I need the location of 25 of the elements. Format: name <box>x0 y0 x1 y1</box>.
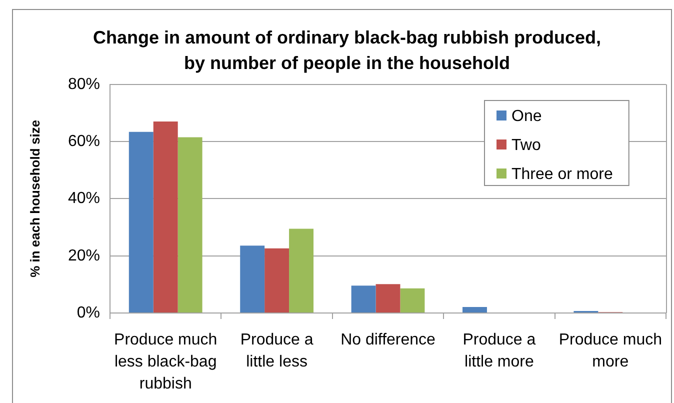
y-tick-label: 0% <box>76 304 100 322</box>
legend-label: Two <box>512 136 541 154</box>
bar <box>128 132 154 312</box>
chart-title: Change in amount of ordinary black-bag rubbish produced, by number of people in the household <box>92 28 602 73</box>
bar <box>376 284 400 312</box>
bar <box>240 246 265 312</box>
x-tick-label: No difference <box>340 331 436 348</box>
y-axis-title: % in each household size <box>27 120 42 278</box>
bar <box>289 228 314 312</box>
bar <box>462 307 487 312</box>
y-tick-label: 60% <box>68 132 100 150</box>
legend-label: Three or more <box>512 166 613 183</box>
y-tick-label: 20% <box>68 247 100 264</box>
bar <box>351 286 376 312</box>
x-tick-label: Produce a little less <box>240 331 314 370</box>
y-tick-label: 80% <box>68 76 100 93</box>
bar <box>400 288 425 312</box>
y-tick-label: 40% <box>68 190 100 208</box>
bar <box>178 137 202 312</box>
x-tick-label: Produce much more <box>558 331 662 370</box>
legend-label: One <box>512 108 542 125</box>
x-tick-label: Produce a little more <box>462 331 536 370</box>
bar <box>264 248 290 312</box>
bar <box>153 122 178 312</box>
x-tick-label: Produce much less black-bag rubbish <box>114 331 218 392</box>
